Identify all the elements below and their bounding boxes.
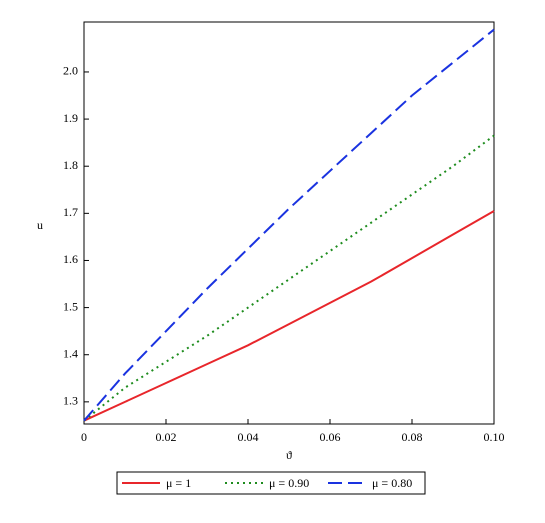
legend-label: μ = 0.80 [372,476,412,490]
series-line [83,210,495,422]
y-tick-label: 1.8 [63,158,78,172]
y-tick-label: 2.0 [63,64,78,78]
x-tick-label: 0.10 [484,430,505,444]
x-tick-label: 0.02 [156,430,177,444]
series-line [83,134,495,422]
y-tick-label: 1.7 [63,205,78,219]
x-axis-label: ϑ [286,448,292,462]
y-tick-label: 1.3 [63,394,78,408]
y-tick-label: 1.4 [63,346,78,360]
y-axis-label: u [37,218,43,232]
series-line [83,28,495,422]
y-tick-label: 1.9 [63,111,78,125]
plot-frame [83,21,495,425]
y-tick-label: 1.5 [63,299,78,313]
x-tick-label: 0.04 [238,430,259,444]
y-tick-label: 1.6 [63,252,78,266]
legend-label: μ = 1 [166,476,191,490]
x-tick-label: 0 [81,430,87,444]
x-tick-label: 0.06 [320,430,341,444]
x-tick-label: 0.08 [402,430,423,444]
legend-box [116,471,426,495]
legend-label: μ = 0.90 [269,476,309,490]
